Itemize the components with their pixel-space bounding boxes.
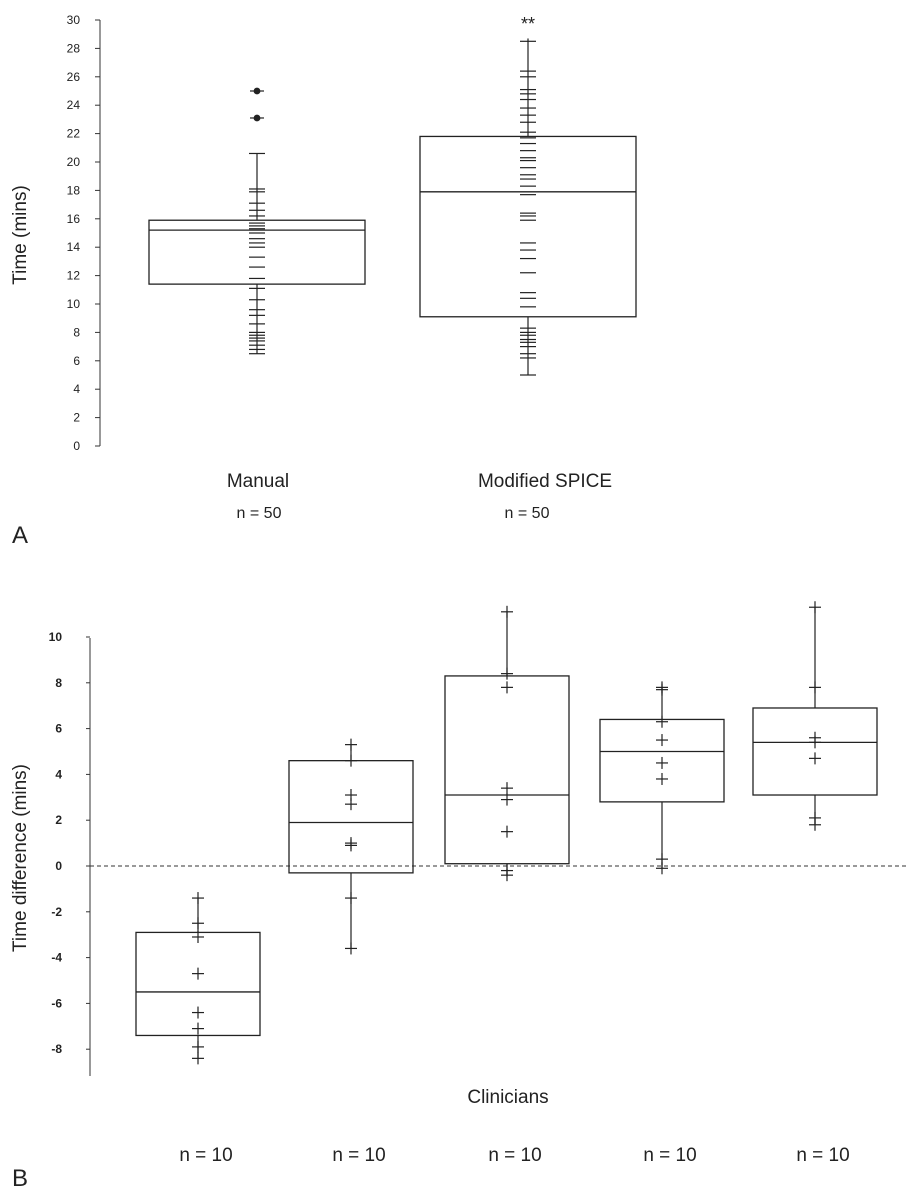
panel-a-letter: A: [12, 522, 28, 549]
panel-a-y-tick-label: 6: [73, 354, 80, 368]
panel-b-y-tick-label: -4: [51, 951, 62, 965]
panel-a-y-tick-label: 2: [73, 411, 80, 425]
panel-b-box: [288, 760, 414, 874]
panel-b-letter: B: [12, 1165, 28, 1192]
panel-b-y-tick-label: 4: [55, 767, 62, 781]
panel-b-y-tick-label: 0: [55, 859, 62, 873]
panel-a-y-axis-label: Time (mins): [10, 185, 31, 285]
panel-a-box: [419, 135, 637, 318]
panel-b-y-tick-label: -6: [51, 996, 62, 1010]
panel-a-y-tick-label: 26: [67, 70, 81, 84]
panel-b-y-tick-label: 10: [49, 630, 63, 644]
panel-b-y-tick-label: 2: [55, 813, 62, 827]
panel-a-y-tick-label: 10: [67, 297, 81, 311]
panel-a-n-label: n = 50: [237, 505, 282, 522]
panel-a-y-tick-label: 20: [67, 155, 81, 169]
panel-a-y-tick-label: 30: [67, 13, 81, 27]
panel-a-box: [148, 219, 366, 285]
panel-b-n-label: n = 10: [332, 1145, 385, 1166]
panel-b-y-tick-label: -2: [51, 905, 62, 919]
panel-a-category-label: Modified SPICE: [478, 471, 612, 492]
panel-a-y-tick-label: 24: [67, 98, 81, 112]
panel-a-y-tick-label: 8: [73, 325, 80, 339]
panel-b-chart: -8 -6 -4 -2 0 2 4 6 8 10 Time difference (mins) C…: [10, 601, 906, 1192]
panel-b-box: [752, 707, 878, 796]
panel-b-n-label: n = 10: [796, 1145, 849, 1166]
panel-a-y-tick-label: 0: [73, 439, 80, 453]
panel-b-y-tick-label: -8: [51, 1042, 62, 1056]
panel-a-y-tick-label: 22: [67, 127, 81, 141]
panel-b-n-label: n = 10: [179, 1145, 232, 1166]
panel-b-n-label: n = 10: [643, 1145, 696, 1166]
panel-a-y-tick-label: 4: [73, 382, 80, 396]
panel-b-y-tick-label: 8: [55, 676, 62, 690]
panel-a-outlier-point: [253, 87, 261, 95]
panel-a-n-label: n = 50: [505, 505, 550, 522]
panel-b-n-label: n = 10: [488, 1145, 541, 1166]
panel-b-box: [135, 931, 261, 1037]
panel-a-y-tick-label: 14: [67, 240, 81, 254]
panel-b-x-axis-label: Clinicians: [467, 1087, 548, 1108]
panel-a-outlier-point: [253, 114, 261, 122]
panel-b-y-tick-label: 6: [55, 722, 62, 736]
panel-b-y-axis-label: Time difference (mins): [10, 764, 31, 952]
panel-a-category-label: Manual: [227, 471, 289, 492]
panel-a-y-tick-label: 18: [67, 183, 81, 197]
panel-a-significance-marker: **: [521, 14, 535, 34]
panel-a-y-tick-label: 12: [67, 269, 81, 283]
panel-a-y-tick-label: 16: [67, 212, 81, 226]
panel-a-y-tick-label: 28: [67, 41, 81, 55]
